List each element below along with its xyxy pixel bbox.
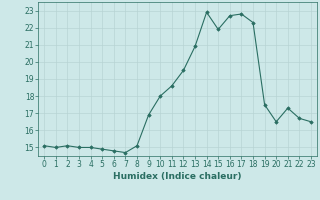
X-axis label: Humidex (Indice chaleur): Humidex (Indice chaleur) bbox=[113, 172, 242, 181]
